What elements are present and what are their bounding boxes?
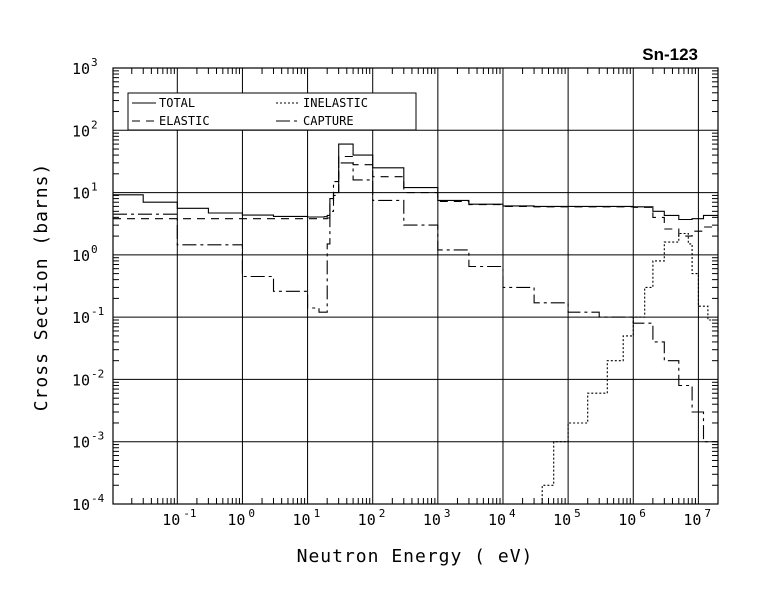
y-tick-label: 10 — [72, 309, 90, 327]
x-tick-exponent: 0 — [248, 507, 255, 520]
plot-frame — [112, 67, 719, 505]
x-axis-label: Neutron Energy ( eV) — [297, 546, 534, 567]
y-tick-exponent: 0 — [91, 243, 98, 256]
x-tick-label: 10 — [553, 511, 571, 529]
y-tick-exponent: -4 — [91, 492, 105, 505]
y-tick-exponent: 2 — [91, 118, 98, 131]
y-tick-label: 10 — [72, 60, 90, 78]
series-line-capture — [113, 162, 719, 445]
series-line-elastic — [113, 155, 719, 237]
x-tick-exponent: 6 — [639, 507, 646, 520]
minor-tick-marks — [113, 68, 718, 504]
legend-label-inelastic: INELASTIC — [303, 96, 368, 110]
y-tick-exponent: -3 — [91, 430, 104, 443]
chart-title: Sn-123 — [642, 45, 698, 64]
x-tick-label: 10 — [358, 511, 376, 529]
x-tick-exponent: -1 — [183, 507, 196, 520]
legend-label-total: TOTAL — [159, 96, 195, 110]
x-tick-label: 10 — [227, 511, 245, 529]
x-tick-exponent: 1 — [314, 507, 321, 520]
legend: TOTAL ELASTIC INELASTIC CAPTURE — [127, 92, 417, 131]
x-tick-label: 10 — [423, 511, 441, 529]
y-tick-exponent: -2 — [91, 367, 104, 380]
x-tick-exponent: 4 — [509, 507, 516, 520]
legend-label-elastic: ELASTIC — [159, 114, 210, 128]
y-tick-label: 10 — [72, 122, 90, 140]
y-tick-exponent: 1 — [91, 181, 98, 194]
y-tick-exponent: -1 — [91, 305, 104, 318]
x-tick-exponent: 7 — [704, 507, 711, 520]
series-line-total — [113, 143, 719, 222]
legend-label-capture: CAPTURE — [303, 114, 354, 128]
x-tick-label: 10 — [488, 511, 506, 529]
x-tick-labels: 10 -1 10 0 10 1 10 2 10 3 10 4 10 5 10 6 10 7 — [162, 507, 711, 529]
grid-lines — [113, 67, 718, 505]
x-tick-label: 10 — [683, 511, 701, 529]
x-tick-label: 10 — [293, 511, 311, 529]
x-tick-exponent: 2 — [379, 507, 386, 520]
y-tick-label: 10 — [72, 185, 90, 203]
y-tick-label: 10 — [72, 371, 90, 389]
y-tick-label: 10 — [72, 434, 90, 452]
x-tick-exponent: 3 — [444, 507, 451, 520]
y-tick-label: 10 — [72, 247, 90, 265]
series-lines — [113, 143, 719, 505]
y-axis-label: Cross Section (barns) — [31, 163, 52, 412]
x-tick-label: 10 — [162, 511, 180, 529]
y-tick-label: 10 — [72, 496, 90, 514]
legend-box — [127, 92, 417, 131]
x-tick-exponent: 5 — [574, 507, 581, 520]
x-tick-label: 10 — [618, 511, 636, 529]
y-tick-exponent: 3 — [91, 56, 98, 69]
series-line-inelastic — [534, 232, 719, 505]
